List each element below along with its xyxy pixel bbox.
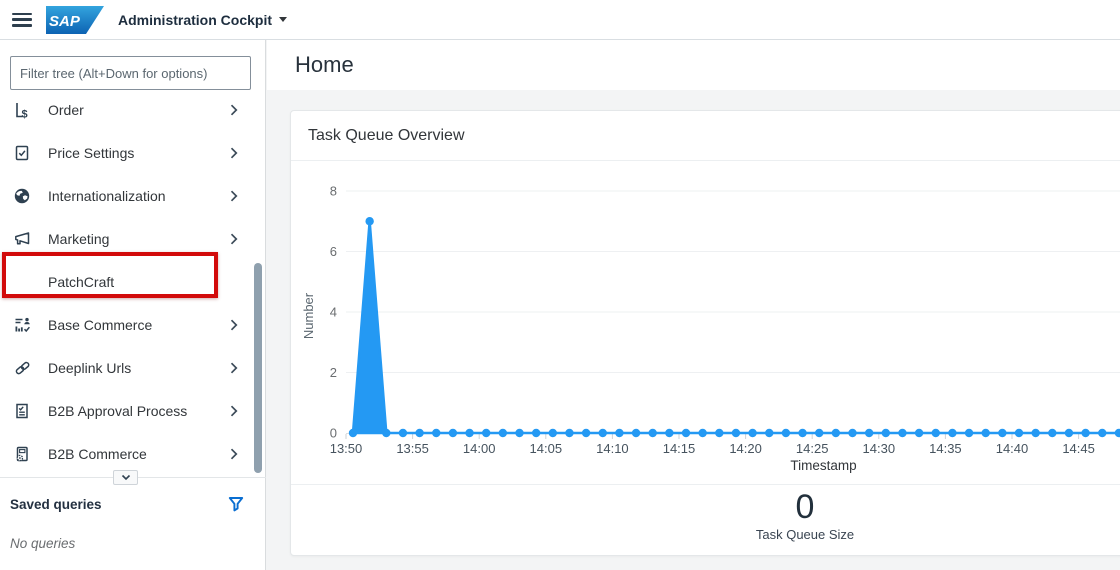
b2b-commerce-icon <box>12 444 32 464</box>
chevron-right-icon <box>230 448 238 460</box>
svg-text:Number: Number <box>301 292 316 339</box>
no-icon <box>12 272 32 292</box>
svg-text:13:55: 13:55 <box>396 441 429 456</box>
order-icon: $ <box>12 100 32 120</box>
app-title-label: Administration Cockpit <box>118 11 273 28</box>
chevron-right-icon <box>230 104 238 116</box>
filter-queries-icon[interactable] <box>228 496 244 512</box>
sidebar-item-label: Base Commerce <box>48 316 153 333</box>
sidebar-item-order[interactable]: $ Order <box>0 88 254 131</box>
card-title: Task Queue Overview <box>308 126 465 144</box>
sap-logo[interactable]: SAP <box>46 5 104 34</box>
chevron-right-icon <box>230 319 238 331</box>
chevron-right-icon <box>230 147 238 159</box>
svg-text:8: 8 <box>330 184 337 199</box>
sidebar-item-b2b-approval-process[interactable]: B2B Approval Process <box>0 389 254 432</box>
sidebar-scrollbar[interactable] <box>254 263 262 473</box>
chevron-right-icon <box>230 362 238 374</box>
svg-text:4: 4 <box>330 305 337 320</box>
chevron-right-icon <box>230 405 238 417</box>
sap-logo-text: SAP <box>49 13 81 30</box>
sidebar-item-label: Price Settings <box>48 144 135 161</box>
main-content: Home Task Queue Overview 0 2 4 6 8 13:50 13:55… <box>267 40 1120 570</box>
sidebar-item-base-commerce[interactable]: Base Commerce <box>0 303 254 346</box>
approval-icon <box>12 401 32 421</box>
svg-text:14:20: 14:20 <box>729 441 762 456</box>
svg-text:Timestamp: Timestamp <box>790 458 856 473</box>
stat-value: 0 <box>795 488 815 526</box>
svg-text:14:40: 14:40 <box>996 441 1029 456</box>
card-header: Task Queue Overview <box>291 111 1120 161</box>
saved-queries-header: Saved queries <box>0 492 266 516</box>
task-queue-overview-card: Task Queue Overview 0 2 4 6 8 13:50 13:55 14:00… <box>290 110 1120 556</box>
tree-collapse-button[interactable] <box>113 470 138 485</box>
caret-down-icon <box>279 17 288 22</box>
svg-text:2: 2 <box>330 365 337 380</box>
app-title-dropdown[interactable]: Administration Cockpit <box>118 11 288 28</box>
top-bar: SAP Administration Cockpit <box>0 0 1120 40</box>
sidebar-item-label: B2B Commerce <box>48 445 147 462</box>
svg-text:0: 0 <box>330 426 337 441</box>
saved-queries-title: Saved queries <box>10 496 102 512</box>
svg-text:14:15: 14:15 <box>663 441 696 456</box>
filter-tree-input[interactable] <box>10 56 251 90</box>
sidebar-item-label: Internationalization <box>48 187 166 204</box>
navigation-tree: $ Order Price Settings <box>0 88 254 475</box>
chevron-down-icon <box>121 474 130 481</box>
sidebar-item-marketing[interactable]: Marketing <box>0 217 254 260</box>
sidebar-item-label: B2B Approval Process <box>48 402 188 419</box>
sidebar-item-deeplink-urls[interactable]: Deeplink Urls <box>0 346 254 389</box>
svg-text:$: $ <box>22 108 28 119</box>
saved-queries-empty-text: No queries <box>10 536 76 551</box>
svg-text:6: 6 <box>330 244 337 259</box>
svg-text:14:35: 14:35 <box>929 441 962 456</box>
megaphone-icon <box>12 229 32 249</box>
task-queue-size-stat: 0 Task Queue Size <box>291 485 1120 556</box>
stat-label: Task Queue Size <box>755 527 855 542</box>
sidebar-item-label: PatchCraft <box>48 273 115 290</box>
sidebar-item-label: Order <box>48 101 84 118</box>
svg-text:13:50: 13:50 <box>330 441 363 456</box>
chevron-right-icon <box>230 190 238 202</box>
globe-icon <box>12 186 32 206</box>
svg-text:14:25: 14:25 <box>796 441 829 456</box>
page-title: Home <box>295 52 354 77</box>
base-commerce-icon <box>12 315 32 335</box>
svg-text:14:30: 14:30 <box>863 441 896 456</box>
sidebar-item-b2b-commerce[interactable]: B2B Commerce <box>0 432 254 475</box>
chevron-right-icon <box>230 233 238 245</box>
svg-text:14:00: 14:00 <box>463 441 496 456</box>
svg-text:14:45: 14:45 <box>1062 441 1095 456</box>
link-icon <box>12 358 32 378</box>
sidebar: $ Order Price Settings <box>0 40 266 570</box>
page-header: Home <box>267 40 1120 90</box>
sidebar-item-internationalization[interactable]: Internationalization <box>0 174 254 217</box>
svg-text:14:05: 14:05 <box>530 441 563 456</box>
svg-text:14:10: 14:10 <box>596 441 629 456</box>
sidebar-item-patchcraft[interactable]: PatchCraft <box>0 260 254 303</box>
price-settings-icon <box>12 143 32 163</box>
task-queue-chart: 0 2 4 6 8 13:50 13:55 14:00 14:05 14:10 14:15 14:20… <box>301 184 1120 473</box>
sidebar-item-label: Marketing <box>48 230 110 247</box>
sidebar-item-price-settings[interactable]: Price Settings <box>0 131 254 174</box>
card-divider <box>291 484 1120 485</box>
sidebar-item-label: Deeplink Urls <box>48 359 132 376</box>
menu-icon[interactable] <box>12 12 32 27</box>
